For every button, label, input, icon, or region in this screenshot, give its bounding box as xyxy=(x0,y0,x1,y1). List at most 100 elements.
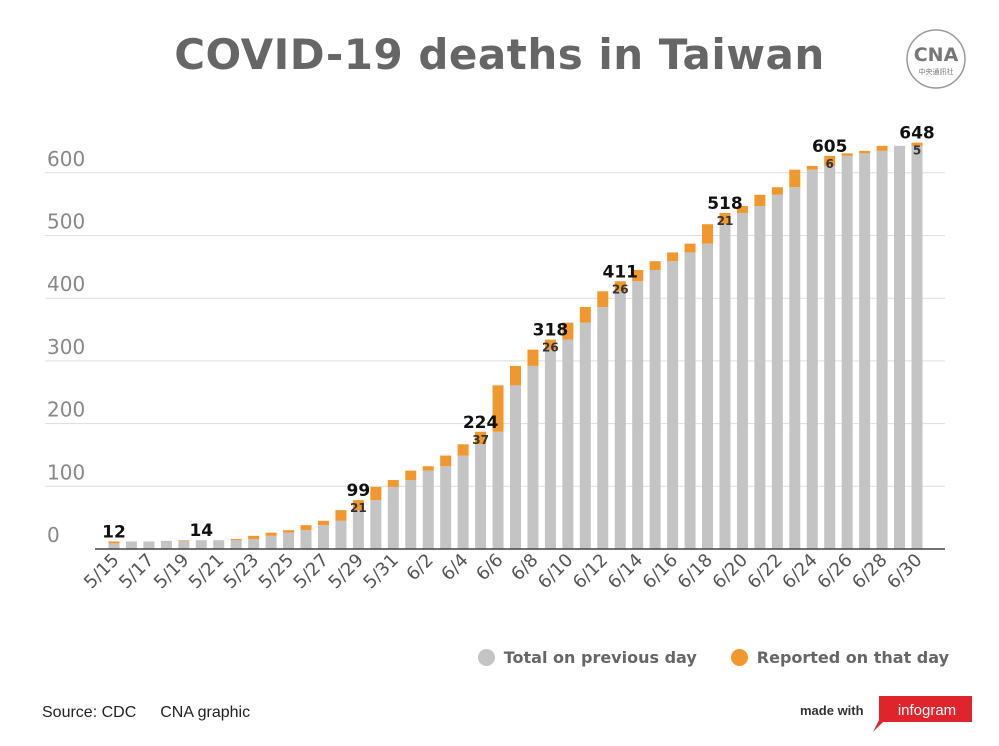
x-tick-label: 5/19 xyxy=(150,550,193,593)
x-tick-label: 5/31 xyxy=(359,550,402,593)
bar-reported xyxy=(806,165,818,170)
bar-total xyxy=(492,431,504,549)
bar-total xyxy=(597,306,609,549)
data-label-total: 318 xyxy=(533,321,569,341)
made-with-text: made with xyxy=(800,703,864,718)
bar-total xyxy=(335,520,347,549)
data-label-total: 605 xyxy=(812,137,848,157)
y-tick-label: 0 xyxy=(47,523,60,547)
x-tick-label: 6/4 xyxy=(437,550,472,585)
bar-total xyxy=(789,187,801,549)
bar-reported xyxy=(789,169,801,188)
source-text: Source: CDC xyxy=(42,704,137,721)
bar-reported xyxy=(440,455,452,467)
bar-total xyxy=(544,349,556,549)
bar-reported xyxy=(370,486,382,501)
data-label-reported: 26 xyxy=(612,282,629,296)
bar-total xyxy=(143,541,155,549)
legend-item-reported: Reported on that day xyxy=(730,648,949,667)
x-tick-label: 6/6 xyxy=(472,550,507,585)
bar-reported xyxy=(754,194,766,207)
bar-total xyxy=(614,291,626,549)
bar-total xyxy=(248,538,260,549)
cna-logo-icon: CNA 中央通訊社 xyxy=(906,29,966,89)
bar-reported xyxy=(859,150,871,154)
legend-swatch-reported xyxy=(730,649,748,666)
x-tick-label: 6/26 xyxy=(813,550,856,593)
bar-reported xyxy=(824,155,836,166)
bar-total xyxy=(667,261,679,549)
bar-reported xyxy=(614,281,626,292)
data-label-total: 99 xyxy=(347,481,371,501)
bar-reported xyxy=(300,525,312,531)
bar-total xyxy=(457,455,469,549)
bar-total xyxy=(527,365,539,549)
infogram-brand: infogram xyxy=(898,702,956,719)
bar-total xyxy=(195,540,207,549)
y-tick-label: 400 xyxy=(47,272,85,296)
chart-title: COVID-19 deaths in Taiwan xyxy=(174,30,825,79)
bar-reported xyxy=(405,470,417,481)
data-label-total: 224 xyxy=(463,413,499,433)
footer-source: Source: CDC CNA graphic xyxy=(42,704,274,722)
bar-reported xyxy=(352,500,364,511)
bar-total xyxy=(859,153,871,549)
x-tick-label: 6/22 xyxy=(743,550,786,593)
bar-reported xyxy=(544,339,556,350)
bar-reported xyxy=(632,269,644,282)
data-label-reported: 6 xyxy=(826,157,834,171)
credit-text: CNA graphic xyxy=(160,704,251,721)
bar-total xyxy=(317,525,329,549)
bar-chart: 01002003004005006005/155/175/195/215/235… xyxy=(45,124,945,593)
data-label-total: 518 xyxy=(707,194,743,214)
data-label-reported: 5 xyxy=(913,144,921,158)
bar-total xyxy=(265,535,277,549)
bar-total xyxy=(405,480,417,549)
bar-total xyxy=(754,206,766,549)
x-tick-label: 6/18 xyxy=(674,550,717,593)
bar-total xyxy=(475,444,487,549)
bar-total xyxy=(562,339,574,549)
y-tick-label: 200 xyxy=(47,398,85,422)
bar-total xyxy=(178,540,190,549)
bar-total xyxy=(370,500,382,549)
bar-total xyxy=(160,540,172,549)
bar-total xyxy=(824,165,836,549)
bar-reported xyxy=(562,322,574,340)
x-tick-label: 6/12 xyxy=(569,550,612,593)
bar-total xyxy=(387,486,399,549)
x-tick-label: 6/20 xyxy=(709,550,752,593)
bar-total xyxy=(283,532,295,549)
x-tick-label: 6/14 xyxy=(604,550,647,593)
bar-reported xyxy=(667,252,679,262)
bar-reported xyxy=(719,212,731,225)
x-tick-label: 6/16 xyxy=(639,550,682,593)
y-tick-label: 500 xyxy=(47,210,85,234)
bar-reported xyxy=(248,535,260,539)
bar-total xyxy=(841,155,853,549)
bar-total xyxy=(510,385,521,549)
bar-total xyxy=(702,243,714,549)
bar-total xyxy=(876,150,888,550)
bar-total xyxy=(649,269,661,549)
bar-reported xyxy=(108,541,120,544)
bar-reported xyxy=(579,306,591,323)
infogram-logo-icon[interactable]: infogram xyxy=(873,696,972,732)
bar-total xyxy=(422,470,434,549)
data-label-total: 411 xyxy=(602,262,638,282)
data-label-total: 648 xyxy=(899,124,935,144)
bar-reported xyxy=(649,261,661,270)
logo-text: CNA xyxy=(914,44,959,66)
bar-total xyxy=(352,510,364,549)
bar-total xyxy=(230,540,242,549)
bar-reported xyxy=(457,444,469,456)
bar-reported xyxy=(911,142,923,146)
bar-total xyxy=(894,145,906,550)
bar-reported xyxy=(265,532,277,536)
data-label-reported: 26 xyxy=(542,341,559,355)
bar-total xyxy=(213,540,225,549)
bar-total xyxy=(579,322,591,549)
bar-reported xyxy=(876,145,888,151)
x-tick-label: 5/15 xyxy=(80,550,123,593)
bar-reported xyxy=(422,466,434,471)
